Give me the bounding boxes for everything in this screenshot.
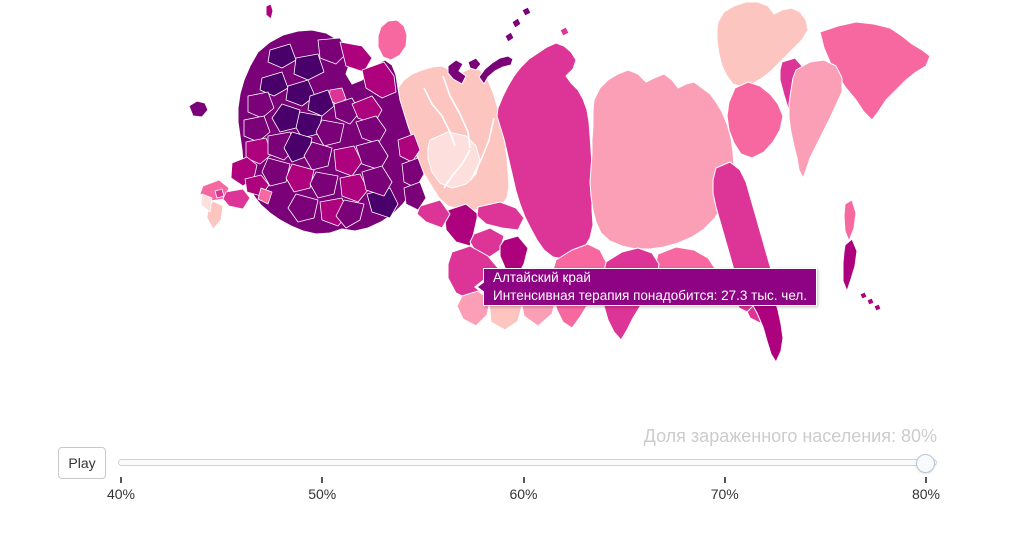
- region-eu-cell-34[interactable]: [401, 157, 425, 189]
- region-eu-cell-22[interactable]: [333, 145, 363, 177]
- region-eu-cell-9[interactable]: [307, 89, 335, 117]
- region-kamchatka[interactable]: [788, 59, 843, 179]
- region-arctic-island-4[interactable]: [559, 26, 570, 37]
- region-novaya-zemlya[interactable]: [478, 55, 514, 85]
- region-eu-cell-23[interactable]: [355, 139, 389, 171]
- region-kuril-3[interactable]: [873, 303, 882, 312]
- region-kurgan-belt[interactable]: [416, 199, 451, 229]
- play-button[interactable]: Play: [58, 447, 106, 479]
- region-magadan[interactable]: [726, 81, 784, 159]
- region-kola-peninsula[interactable]: [377, 19, 408, 61]
- river-line: [442, 75, 471, 149]
- region-murmansk-sliver[interactable]: [265, 3, 274, 20]
- region-eu-cell-26[interactable]: [285, 163, 315, 193]
- region-eu-cell-32[interactable]: [335, 199, 365, 229]
- tooltip-region-name: Алтайский край: [493, 270, 591, 285]
- region-eu-cell-29[interactable]: [361, 165, 393, 197]
- region-eu-cell-35[interactable]: [403, 181, 427, 211]
- region-tomsk[interactable]: [476, 201, 525, 231]
- region-eu-cell-17[interactable]: [243, 115, 271, 143]
- river-line: [443, 149, 471, 189]
- region-kaliningrad[interactable]: [188, 100, 209, 118]
- region-sakhalin-south[interactable]: [842, 238, 858, 292]
- region-eu-cell-21[interactable]: [303, 141, 333, 171]
- region-east-chukotka[interactable]: [819, 21, 931, 121]
- slider-handle[interactable]: [916, 454, 935, 473]
- region-yamal-hook-1[interactable]: [447, 59, 467, 85]
- region-yamal-hook-2[interactable]: [467, 57, 482, 71]
- region-chukotka[interactable]: [716, 1, 809, 88]
- region-sakhalin-north[interactable]: [843, 199, 857, 242]
- region-arctic-island-1[interactable]: [504, 31, 515, 43]
- region-eu-cell-7[interactable]: [285, 79, 316, 107]
- region-sakha[interactable]: [589, 69, 735, 250]
- region-adygea[interactable]: [214, 188, 225, 199]
- region-eu-cell-27[interactable]: [309, 171, 339, 199]
- river-line: [423, 87, 456, 147]
- region-eu-cell-1[interactable]: [267, 43, 297, 69]
- region-astrakhan[interactable]: [257, 187, 273, 205]
- region-eu-cell-12[interactable]: [315, 119, 345, 147]
- region-kuril-2[interactable]: [866, 297, 875, 306]
- region-eu-cell-33[interactable]: [397, 133, 421, 163]
- region-eu-cell-6[interactable]: [259, 71, 289, 97]
- region-eu-cell-30[interactable]: [287, 193, 319, 223]
- hover-tooltip: Алтайский край Интенсивная терапия понад…: [473, 268, 818, 306]
- river-line: [470, 117, 495, 181]
- region-eu-cell-18[interactable]: [245, 137, 273, 165]
- region-eu-cell-14[interactable]: [355, 115, 387, 145]
- region-arctic-island-3[interactable]: [521, 6, 532, 17]
- slider-track[interactable]: [118, 459, 937, 466]
- region-eu-cell-5[interactable]: [361, 61, 397, 99]
- region-eu-cell-16[interactable]: [247, 91, 275, 119]
- region-eu-cell-15[interactable]: [271, 103, 301, 133]
- region-kuril-1[interactable]: [859, 291, 868, 300]
- region-eu-cell-28[interactable]: [339, 173, 369, 203]
- region-khanty-inner-light[interactable]: [427, 131, 481, 189]
- region-arctic-island-2[interactable]: [511, 17, 522, 29]
- tooltip-value-line: Интенсивная терапия понадобится: 27.3 ты…: [493, 288, 808, 303]
- region-stavropol[interactable]: [222, 188, 251, 210]
- region-eu-cell-2[interactable]: [293, 53, 325, 81]
- region-eu-cell-4[interactable]: [339, 41, 373, 73]
- region-caucasus-light[interactable]: [200, 193, 213, 213]
- region-eu-cell-25[interactable]: [261, 157, 291, 187]
- slider-current-value: Доля зараженного населения: 80%: [643, 426, 937, 446]
